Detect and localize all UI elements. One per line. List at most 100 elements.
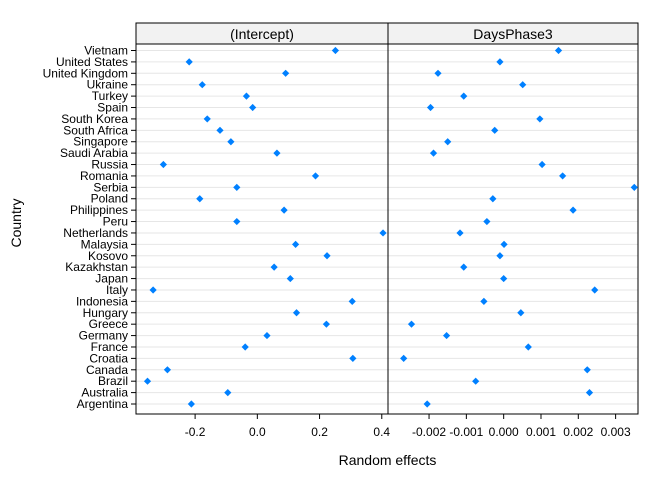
data-point [198,81,206,89]
y-tick-label: Saudi Arabia [60,146,128,160]
data-point [524,343,532,351]
data-point [379,229,387,237]
data-point [480,297,488,305]
data-point [159,160,167,169]
y-tick-label: Netherlands [63,226,128,240]
data-point [456,229,464,237]
y-tick-label: Romania [80,169,128,183]
data-point [460,92,468,100]
panel-title: DaysPhase3 [473,26,553,42]
y-tick-label: United Kingdom [43,66,128,80]
data-point [496,252,504,260]
y-tick-label: Italy [106,283,128,297]
x-tick-label: 0.002 [563,425,593,439]
y-tick-label: Japan [95,272,128,286]
y-tick-label: Vietnam [84,44,128,58]
data-point [273,149,281,157]
data-point [185,58,193,66]
data-point [263,331,271,340]
panel: DaysPhase3 -0.002 -0.001 0.000 0.001 0.002 0.0… [387,22,639,439]
data-point [143,377,152,385]
data-point [187,400,195,408]
panel-title: (Intercept) [230,26,294,42]
data-point [216,126,224,134]
y-tick-label: Germany [79,329,128,343]
data-point [282,69,290,77]
data-point [233,217,241,226]
data-point [348,297,356,305]
data-point [460,263,468,271]
data-point [538,160,546,169]
data-point [559,172,567,180]
x-tick-label: 0.001 [526,425,556,439]
y-tick-label: South Africa [63,123,128,137]
data-point [233,183,241,191]
y-tick-label: Serbia [93,180,128,194]
y-tick-label: Canada [86,363,128,377]
data-point [196,195,204,203]
x-tick-label: -0.001 [449,425,483,439]
y-tick-label: Greece [89,317,129,331]
data-point [489,195,497,203]
data-point [270,263,278,271]
y-tick-label: Russia [91,158,128,172]
data-point [407,320,416,328]
y-tick-label: Brazil [98,374,128,388]
x-tick-label: -0.2 [185,425,206,439]
data-point [500,240,508,248]
data-point [426,103,435,112]
data-point [249,103,257,112]
data-point [280,206,288,214]
data-point [434,69,442,77]
data-point [323,252,331,260]
y-tick-label: Ukraine [87,78,129,92]
data-point [241,343,249,351]
y-tick-label: Turkey [92,89,128,103]
data-point [400,354,408,362]
y-tick-label: Croatia [89,351,128,365]
data-point [536,115,544,123]
y-tick-label: Argentina [77,397,129,411]
data-point [429,149,438,157]
data-point [591,286,599,294]
y-tick-label: Australia [81,386,128,400]
y-tick-label: United States [56,55,128,69]
x-tick-label: 0.0 [249,425,266,439]
y-tick-label: Philippines [70,203,128,217]
x-tick-label: -0.002 [412,425,446,439]
data-point [331,46,340,55]
y-tick-label: Poland [91,192,128,206]
data-point [423,400,431,408]
x-tick-label: 0.4 [373,425,390,439]
data-point [203,115,211,123]
y-tick-label: Singapore [73,135,128,149]
panel: (Intercept) -0.2 0.0 0.2 0.4 [135,22,390,439]
data-point [491,126,499,134]
data-point [554,46,563,55]
data-point [496,58,504,66]
y-tick-label: Hungary [83,306,128,320]
y-tick-label: Kazakhstan [65,260,128,274]
y-tick-label: Peru [103,215,128,229]
data-point [517,309,525,317]
y-tick-label: South Korea [61,112,128,126]
data-point [292,309,301,317]
data-point [149,286,157,294]
data-point [322,320,330,328]
x-tick-label: 0.2 [311,425,328,439]
y-axis-label: Country [8,198,24,247]
data-point [442,331,451,340]
x-tick-label: 0.003 [601,425,631,439]
data-point [519,81,527,89]
data-point [227,138,235,146]
data-point [569,206,577,214]
data-point [292,240,300,248]
data-point [444,138,452,146]
data-point [583,366,591,374]
x-axis-label: Random effects [339,452,437,468]
data-point [242,92,251,100]
data-point [349,354,357,362]
y-tick-label: Malaysia [81,237,129,251]
